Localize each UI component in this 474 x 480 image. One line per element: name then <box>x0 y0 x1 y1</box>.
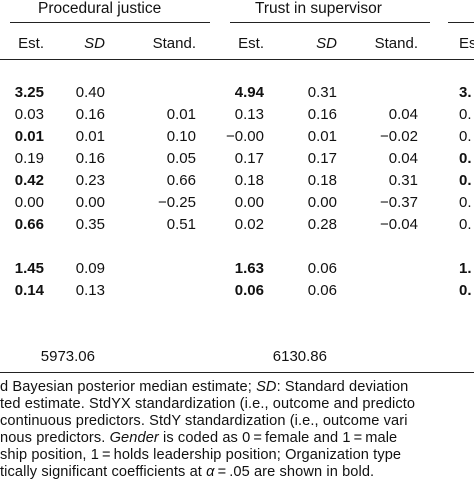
cell-x3-est: 0. <box>459 128 472 145</box>
cell-pj-est: 0.14 <box>14 282 44 299</box>
fit-value-ts: 6130.86 <box>272 348 327 365</box>
note-text: is coded as 0 = female and 1 = male <box>158 430 398 446</box>
group-header-trust-in-supervisor: Trust in supervisor <box>255 0 382 17</box>
cell-ts-est: −0.00 <box>226 128 264 145</box>
cell-ts-est: 0.13 <box>234 106 264 123</box>
col-header-pj-est: Est. <box>18 35 44 52</box>
cell-ts-sd: 0.01 <box>307 128 337 145</box>
cell-pj-stand: 0.66 <box>166 172 196 189</box>
fit-value-pj: 5973.06 <box>40 348 95 365</box>
group-rule-trust-in-supervisor <box>230 22 430 23</box>
cell-pj-est: 0.66 <box>14 216 44 233</box>
cell-ts-est: 1.63 <box>234 260 264 277</box>
note-text: nous predictors. <box>0 430 110 446</box>
cell-pj-est: 1.45 <box>14 260 44 277</box>
cell-pj-stand: 0.05 <box>166 150 196 167</box>
cell-ts-sd: 0.06 <box>307 260 337 277</box>
table-bottom-rule <box>0 372 474 373</box>
cell-pj-est: 0.42 <box>14 172 44 189</box>
cell-ts-est: 4.94 <box>234 84 264 101</box>
col-header-ts-stand: Stand. <box>374 35 418 52</box>
table-note-line-2: ted estimate. StdYX standardization (i.e… <box>0 397 415 412</box>
cell-ts-stand: −0.02 <box>380 128 418 145</box>
cell-pj-sd: 0.35 <box>75 216 105 233</box>
group-rule-third <box>448 22 474 23</box>
cell-ts-est: 0.06 <box>234 282 264 299</box>
cell-x3-est: 0. <box>459 150 472 167</box>
table-note-line-1: d Bayesian posterior median estimate; SD… <box>0 380 408 395</box>
note-text: ted estimate. StdYX standardization (i.e… <box>0 396 416 412</box>
cell-x3-est: 0. <box>459 282 472 299</box>
cell-pj-est: 0.03 <box>14 106 44 123</box>
note-text: tically significant coefficients at <box>0 464 207 480</box>
cell-ts-sd: 0.00 <box>307 194 337 211</box>
header-bottom-rule <box>0 59 474 60</box>
cell-ts-sd: 0.28 <box>307 216 337 233</box>
cell-pj-stand: 0.01 <box>166 106 196 123</box>
group-rule-procedural-justice <box>10 22 210 23</box>
note-text: d Bayesian posterior median estimate; <box>0 379 257 395</box>
cell-x3-est: 0. <box>459 216 472 233</box>
cell-ts-sd: 0.18 <box>307 172 337 189</box>
cell-ts-est: 0.00 <box>234 194 264 211</box>
cell-ts-sd: 0.17 <box>307 150 337 167</box>
cell-pj-sd: 0.40 <box>75 84 105 101</box>
col-header-pj-sd: SD <box>84 35 105 52</box>
table-note-line-3: continuous predictors. StdY standardizat… <box>0 414 408 429</box>
note-term-sd: SD <box>256 379 277 395</box>
cell-x3-est: 0. <box>459 172 472 189</box>
cell-ts-sd: 0.06 <box>307 282 337 299</box>
col-header-x3-est: Es <box>459 35 474 52</box>
cell-ts-stand: −0.04 <box>380 216 418 233</box>
cell-ts-stand: 0.31 <box>388 172 418 189</box>
cell-pj-est: 3.25 <box>14 84 44 101</box>
cell-x3-est: 0. <box>459 106 472 123</box>
table-note-line-5: ship position, 1 = holds leadership posi… <box>0 448 401 463</box>
cell-pj-sd: 0.01 <box>75 128 105 145</box>
cell-ts-est: 0.18 <box>234 172 264 189</box>
col-header-ts-sd: SD <box>316 35 337 52</box>
note-text: continuous predictors. StdY standardizat… <box>0 413 408 429</box>
cell-ts-est: 0.02 <box>234 216 264 233</box>
note-term-gender: Gender <box>109 430 159 446</box>
cell-x3-est: 0. <box>459 194 472 211</box>
cell-ts-stand: 0.04 <box>388 150 418 167</box>
cell-ts-stand: 0.04 <box>388 106 418 123</box>
cell-ts-sd: 0.31 <box>307 84 337 101</box>
note-text: : Standard deviation <box>276 379 409 395</box>
cell-x3-est: 1. <box>459 260 472 277</box>
cell-pj-sd: 0.00 <box>75 194 105 211</box>
note-text: = .05 are shown in bold. <box>214 464 375 480</box>
cell-ts-est: 0.17 <box>234 150 264 167</box>
cell-pj-sd: 0.16 <box>75 150 105 167</box>
cell-ts-sd: 0.16 <box>307 106 337 123</box>
col-header-ts-est: Est. <box>238 35 264 52</box>
group-header-procedural-justice: Procedural justice <box>38 0 162 17</box>
cell-pj-stand: 0.51 <box>166 216 196 233</box>
cell-pj-est: 0.19 <box>14 150 44 167</box>
cell-pj-sd: 0.16 <box>75 106 105 123</box>
col-header-pj-stand: Stand. <box>152 35 196 52</box>
table-note-line-4: nous predictors. Gender is coded as 0 = … <box>0 431 397 446</box>
table-note-line-6: tically significant coefficients at α = … <box>0 465 374 480</box>
cell-pj-stand: 0.10 <box>166 128 196 145</box>
cell-pj-est: 0.00 <box>14 194 44 211</box>
cell-pj-stand: −0.25 <box>158 194 196 211</box>
cell-ts-stand: −0.37 <box>380 194 418 211</box>
cell-x3-est: 3. <box>459 84 472 101</box>
cell-pj-sd: 0.09 <box>75 260 105 277</box>
note-term-alpha: α <box>206 464 215 480</box>
cell-pj-sd: 0.13 <box>75 282 105 299</box>
cell-pj-sd: 0.23 <box>75 172 105 189</box>
note-text: ship position, 1 = holds leadership posi… <box>0 447 402 463</box>
cell-pj-est: 0.01 <box>14 128 44 145</box>
